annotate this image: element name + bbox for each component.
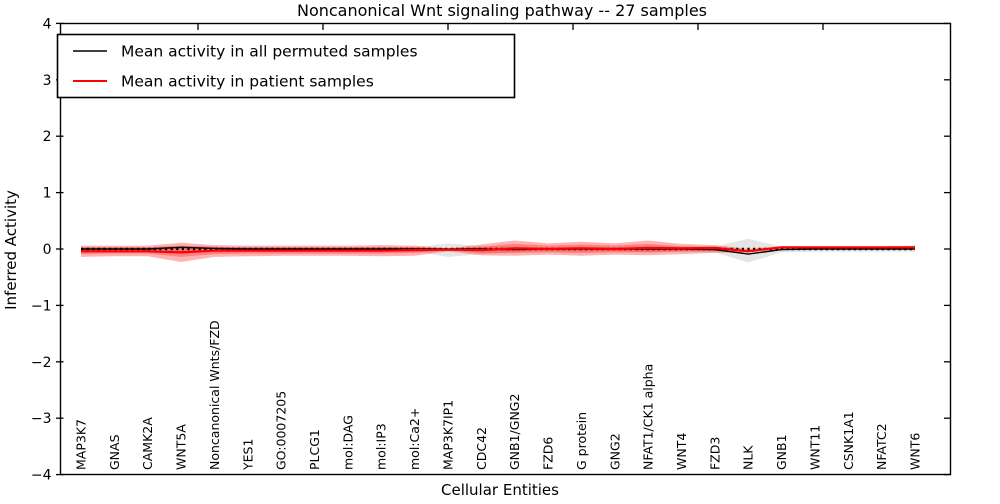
x-tick-label: mol:IP3 — [374, 423, 389, 470]
patient-mean-line — [81, 246, 915, 254]
x-tick-label: FZD6 — [541, 437, 556, 470]
x-tick-label: FZD3 — [707, 437, 722, 470]
y-tick-label: 1 — [43, 186, 52, 202]
y-tick-label: −1 — [31, 298, 52, 314]
x-tick-label: NFATC2 — [874, 423, 889, 470]
legend-label-permuted: Mean activity in all permuted samples — [121, 43, 418, 61]
series-lines — [81, 246, 915, 255]
y-tick-label: 4 — [43, 16, 52, 32]
y-tick-label: −3 — [31, 411, 52, 427]
x-tick-label: mol:Ca2+ — [407, 408, 422, 470]
x-tick-label: NLK — [741, 445, 756, 470]
y-tick-label: 2 — [43, 129, 52, 145]
x-tick-label: GNB1 — [774, 434, 789, 470]
x-tick-label: PLCG1 — [307, 429, 322, 470]
permuted-std-band — [81, 238, 915, 263]
x-tick-label: YES1 — [240, 439, 255, 471]
chart-title: Noncanonical Wnt signaling pathway -- 27… — [297, 1, 707, 20]
x-tick-label: G protein — [574, 412, 589, 470]
x-tick-label: MAP3K7 — [74, 419, 89, 470]
x-tick-label: WNT6 — [908, 433, 923, 470]
y-tick-label: −4 — [31, 468, 52, 484]
y-tick-label: −2 — [31, 355, 52, 371]
x-tick-label: WNT5A — [174, 424, 189, 470]
x-tick-label: GNAS — [107, 434, 122, 470]
x-tick-label: GNB1/GNG2 — [507, 394, 522, 470]
y-axis-label: Inferred Activity — [2, 190, 20, 310]
x-tick-label: WNT11 — [807, 425, 822, 470]
plot-border — [59, 22, 952, 476]
y-tick-label: 3 — [43, 73, 52, 89]
x-tick-label: CAMK2A — [140, 417, 155, 470]
x-tick-label: MAP3K7IP1 — [440, 400, 455, 470]
patient-std-band-outer — [81, 240, 915, 262]
legend-label-patient: Mean activity in patient samples — [121, 73, 374, 91]
x-tick-label: CSNK1A1 — [841, 411, 856, 470]
x-tick-label: NFAT1/CK1 alpha — [641, 364, 656, 470]
x-tick-labels: MAP3K7 GNAS CAMK2A WNT5A Noncanonical Wnts/F… — [74, 320, 923, 471]
legend-box — [56, 33, 516, 99]
legend: Mean activity in all permuted samples Me… — [56, 33, 516, 99]
y-tick-labels: 4 3 2 1 0 −1 −2 −3 −4 — [31, 16, 52, 483]
x-tick-label: CDC42 — [474, 427, 489, 470]
x-tick-label: GO:0007205 — [274, 391, 289, 470]
x-tick-label: mol:DAG — [340, 415, 355, 470]
x-tick-label: Noncanonical Wnts/FZD — [207, 320, 222, 470]
x-tick-label: GNG2 — [607, 433, 622, 470]
x-tick-label: WNT4 — [674, 433, 689, 470]
y-tick-label: 0 — [43, 242, 52, 258]
x-axis-label: Cellular Entities — [441, 481, 559, 499]
